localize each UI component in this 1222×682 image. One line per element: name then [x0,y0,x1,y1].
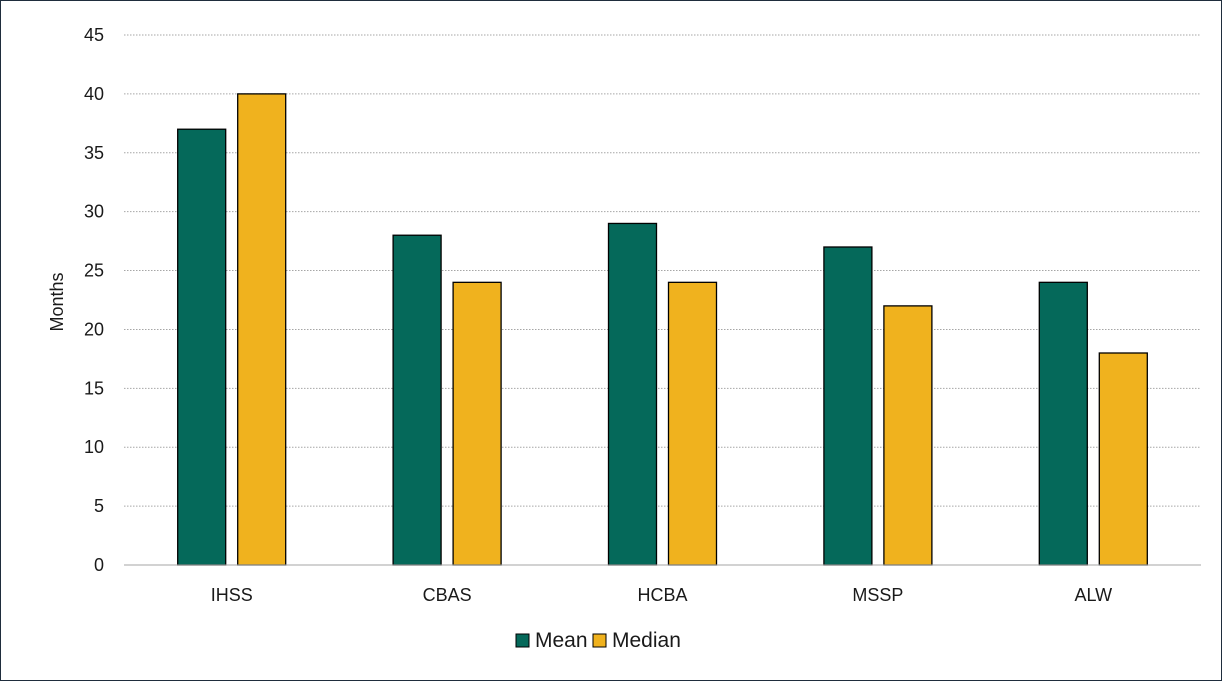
bar-mean-cbas [392,234,442,566]
x-tick-label: ALW [1074,585,1112,605]
x-tick-label: HCBA [637,585,687,605]
y-tick-label: 40 [84,84,104,104]
x-axis-ticks: IHSS CBAS HCBA MSSP ALW [211,585,1112,605]
y-tick-label: 35 [84,143,104,163]
legend-swatch [592,633,607,648]
bar-mean-ihss [177,128,227,566]
bar-mean-mssp [823,246,873,566]
x-tick-label: CBAS [423,585,472,605]
bar-median-mssp [883,305,933,566]
y-tick-label: 30 [84,202,104,222]
x-tick-label: MSSP [852,585,903,605]
bar-mean-hcba [607,222,658,566]
bar-mean-alw [1038,281,1088,566]
y-tick-label: 45 [84,25,104,45]
legend-item-median: Median [592,629,681,652]
bar-median-hcba [667,281,718,566]
legend: Mean Median [515,629,681,652]
legend-item-mean: Mean [515,629,588,652]
gridlines [124,34,1201,507]
y-tick-label: 25 [84,261,104,281]
legend-label: Median [612,629,681,652]
bars [177,93,1148,566]
y-tick-label: 15 [84,378,104,398]
bar-median-alw [1098,352,1148,566]
y-axis-title: Months [47,272,67,331]
legend-swatch [515,633,530,648]
y-tick-label: 5 [94,496,104,516]
x-tick-label: IHSS [211,585,253,605]
bar-median-ihss [237,93,287,566]
bar-median-cbas [452,281,502,566]
y-tick-label: 0 [94,555,104,575]
y-axis-ticks: 0 5 10 15 20 25 30 35 40 45 [84,25,104,575]
legend-label: Mean [535,629,588,652]
y-tick-label: 20 [84,319,104,339]
y-tick-label: 10 [84,437,104,457]
